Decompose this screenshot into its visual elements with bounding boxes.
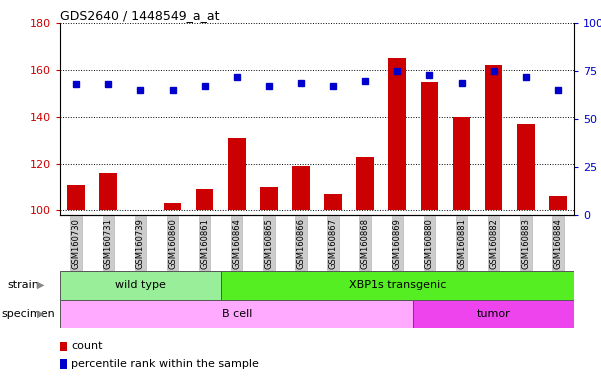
Text: ▶: ▶ (37, 309, 44, 319)
Text: GSM160868: GSM160868 (361, 218, 370, 269)
Text: GSM160880: GSM160880 (425, 218, 434, 268)
Text: GSM160860: GSM160860 (168, 218, 177, 268)
Bar (485, 65, 502, 210)
Bar (388, 58, 406, 210)
Bar (221, 271, 574, 300)
Text: GSM160881: GSM160881 (457, 218, 466, 268)
Bar (196, 189, 213, 210)
Bar (325, 194, 342, 210)
Text: ▶: ▶ (37, 280, 44, 290)
Bar (67, 185, 85, 210)
Text: GSM160731: GSM160731 (104, 218, 113, 268)
Text: B cell: B cell (222, 309, 252, 319)
Bar (99, 173, 117, 210)
Bar (549, 196, 567, 210)
Text: GSM160866: GSM160866 (296, 218, 305, 269)
Bar (413, 300, 574, 328)
Bar (260, 187, 278, 210)
Text: percentile rank within the sample: percentile rank within the sample (71, 359, 259, 369)
Bar (421, 81, 438, 210)
Text: count: count (71, 341, 102, 351)
Text: GSM160867: GSM160867 (329, 218, 338, 269)
Text: wild type: wild type (115, 280, 166, 290)
Text: tumor: tumor (477, 309, 510, 319)
Text: GSM160869: GSM160869 (393, 218, 402, 268)
Text: GSM160739: GSM160739 (136, 218, 145, 268)
Text: GSM160883: GSM160883 (521, 218, 530, 269)
Bar (60, 271, 221, 300)
Bar (517, 124, 535, 210)
Text: strain: strain (7, 280, 39, 290)
Text: XBP1s transgenic: XBP1s transgenic (349, 280, 446, 290)
Text: GSM160865: GSM160865 (264, 218, 273, 268)
Bar (60, 300, 413, 328)
Text: specimen: specimen (2, 309, 55, 319)
Bar (356, 157, 374, 210)
Text: GSM160884: GSM160884 (554, 218, 563, 268)
Text: GSM160730: GSM160730 (72, 218, 81, 268)
Text: GSM160864: GSM160864 (232, 218, 241, 268)
Text: GSM160861: GSM160861 (200, 218, 209, 268)
Bar (453, 117, 471, 210)
Text: GSM160882: GSM160882 (489, 218, 498, 268)
Text: GDS2640 / 1448549_a_at: GDS2640 / 1448549_a_at (60, 9, 219, 22)
Bar (228, 138, 246, 210)
Bar (292, 166, 310, 210)
Bar (163, 204, 182, 210)
